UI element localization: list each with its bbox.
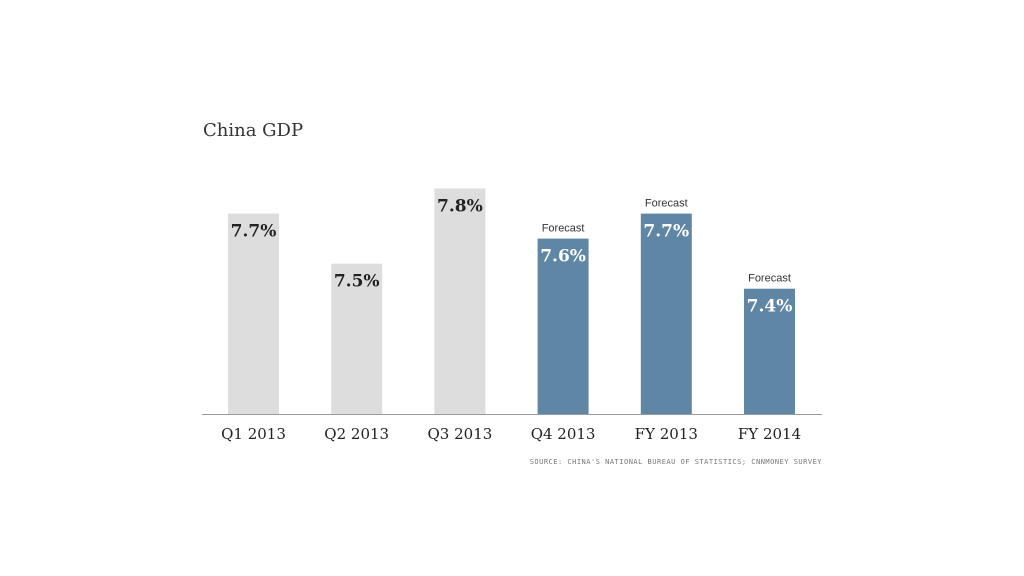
bar-0: [228, 213, 279, 414]
category-label-1: Q2 2013: [324, 425, 389, 443]
category-label-2: Q3 2013: [428, 425, 493, 443]
category-label-0: Q1 2013: [221, 425, 286, 443]
chart-title: China GDP: [203, 120, 303, 141]
value-label-3: 7.6%: [540, 247, 586, 267]
forecast-label-4: Forecast: [645, 198, 688, 210]
bar-1: [331, 263, 383, 414]
bar-3: [537, 238, 589, 414]
value-label-2: 7.8%: [437, 197, 483, 217]
bar-2: [434, 188, 486, 414]
forecast-label-5: Forecast: [748, 273, 791, 285]
value-label-4: 7.7%: [643, 222, 689, 242]
category-label-5: FY 2014: [738, 425, 801, 443]
value-label-0: 7.7%: [231, 222, 277, 242]
bars-group: 7.7% Q1 2013 7.5% Q2 2013 7.8% Q3 2013 7.6% For…: [221, 188, 801, 443]
value-label-5: 7.4%: [747, 297, 793, 317]
category-label-4: FY 2013: [635, 425, 698, 443]
value-label-1: 7.5%: [334, 272, 380, 292]
source-note: SOURCE: CHINA'S NATIONAL BUREAU OF STATI…: [530, 458, 823, 466]
bar-4: [640, 213, 692, 414]
bar-5: [744, 288, 795, 414]
forecast-label-3: Forecast: [542, 223, 585, 235]
category-label-3: Q4 2013: [531, 425, 596, 443]
